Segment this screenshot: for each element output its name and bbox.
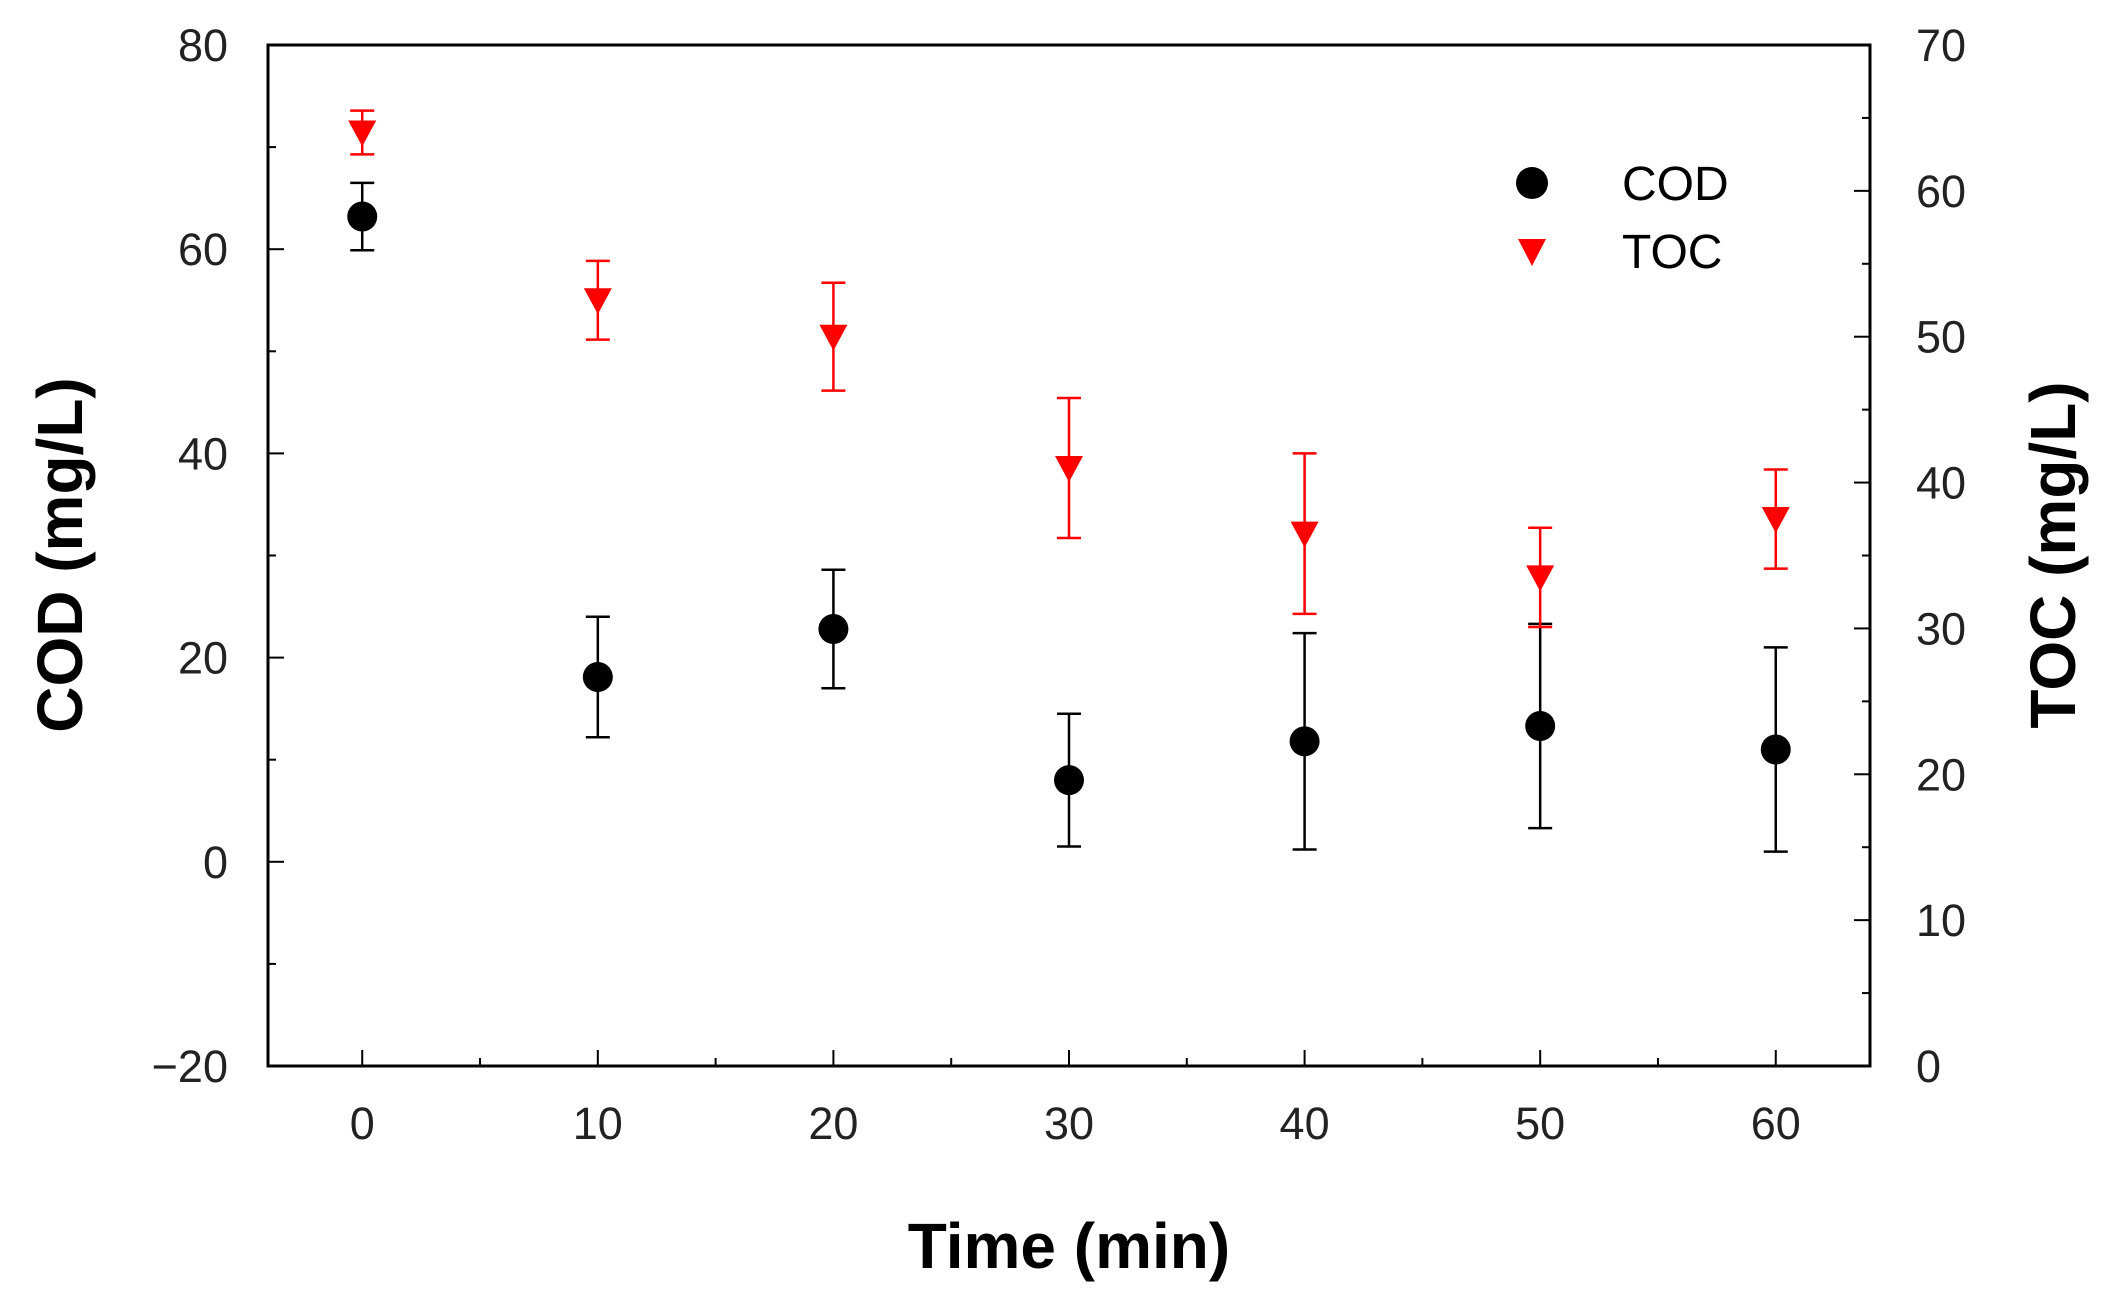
x-tick-label: 30 [1044,1098,1094,1149]
y-right-tick-label: 20 [1916,749,1966,800]
y-right-tick-label: 30 [1916,603,1966,654]
x-tick-label: 0 [350,1098,375,1149]
x-tick-label: 50 [1515,1098,1565,1149]
cod-point [1525,711,1556,742]
ticks-layer: 0 10 20 30 40 50 60 −20 0 20 40 60 80 0 10 20 30 40 50 60 70 [152,20,1966,1149]
y-right-tick-label: 40 [1916,458,1966,509]
y-right-tick-label: 10 [1916,895,1966,946]
x-tick-label: 20 [808,1098,858,1149]
y-right-tick-label: 60 [1916,166,1966,217]
y-axis-right-title: TOC (mg/L) [2017,381,2089,728]
marker-layer [347,120,1791,796]
cod-point [818,614,849,645]
x-tick-label: 40 [1280,1098,1330,1149]
cod-point [347,201,378,232]
y-left-tick-label: 80 [178,20,228,71]
toc-point [1055,455,1083,482]
y-left-tick-label: 40 [178,428,228,479]
x-tick-label: 10 [573,1098,623,1149]
legend-toc-label: TOC [1622,226,1722,279]
y-left-tick-label: 0 [203,837,228,888]
y-left-tick-label: −20 [152,1041,228,1092]
y-right-tick-label: 70 [1916,20,1966,71]
legend-cod-marker [1516,167,1548,199]
toc-point [1761,507,1790,534]
toc-point [1290,521,1319,548]
y-axis-left-title: COD (mg/L) [24,377,96,733]
y-right-tick-label: 0 [1916,1041,1941,1092]
y-left-tick-label: 60 [178,224,228,275]
toc-point [583,288,612,315]
legend: COD TOC [1516,158,1729,279]
cod-point [1054,765,1084,796]
cod-point [1289,726,1320,757]
legend-toc-marker [1518,239,1546,266]
cod-point [582,661,613,692]
y-right-tick-label: 50 [1916,312,1966,363]
x-tick-label: 60 [1751,1098,1801,1149]
toc-point [348,120,377,147]
legend-cod-label: COD [1622,158,1729,211]
y-left-tick-label: 20 [178,633,228,684]
cod-point [1760,734,1791,765]
x-axis-title: Time (min) [908,1210,1230,1282]
toc-point [819,324,848,351]
toc-point [1526,565,1555,592]
